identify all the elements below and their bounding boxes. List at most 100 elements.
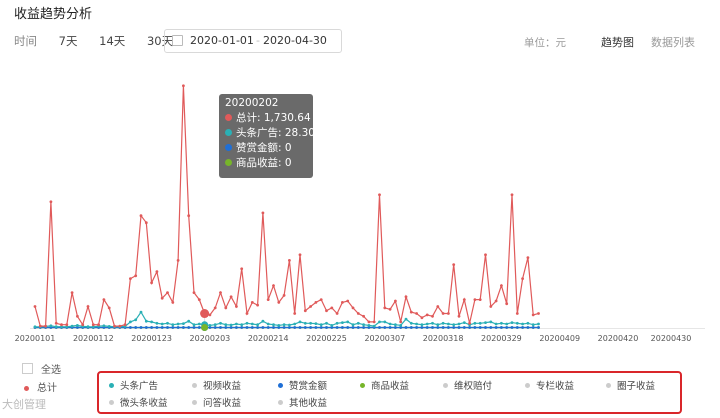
data-point — [468, 326, 471, 329]
legend-total[interactable]: 总计 — [24, 379, 57, 394]
series-dot-icon — [225, 144, 232, 151]
legend-item[interactable]: 圈子收益 — [606, 378, 655, 392]
data-point — [102, 298, 106, 301]
data-point — [457, 326, 461, 329]
legend-item[interactable]: 其他收益 — [278, 395, 327, 409]
data-point — [362, 314, 365, 318]
data-point — [330, 326, 334, 329]
data-point — [515, 321, 519, 325]
legend-dot-icon — [278, 400, 283, 405]
data-point — [505, 326, 509, 329]
data-point — [372, 324, 376, 328]
data-point — [526, 326, 530, 329]
legend-item[interactable]: 专栏收益 — [525, 378, 574, 392]
data-point — [462, 326, 466, 329]
data-point — [256, 323, 259, 327]
data-point — [500, 321, 503, 325]
data-point — [150, 326, 154, 329]
data-point — [510, 326, 514, 329]
data-point — [431, 326, 434, 329]
data-point — [447, 326, 450, 329]
series-legend: 头条广告 视频收益 赞赏金额 商品收益 维权赔付 专栏收益 圈子收益微头条收益 问答收益 其他收… — [97, 371, 682, 414]
legend-item[interactable]: 微头条收益 — [109, 395, 168, 409]
data-point — [505, 302, 509, 306]
data-point — [277, 324, 281, 327]
filter-7-days-button[interactable]: 7天 — [58, 34, 78, 48]
x-tick-label: 20200420 — [598, 334, 639, 343]
select-all-checkbox[interactable]: 全选 — [22, 361, 61, 376]
data-point — [484, 326, 487, 329]
data-point — [113, 324, 116, 328]
data-point — [309, 305, 312, 308]
data-point — [171, 326, 175, 329]
data-point — [118, 324, 122, 328]
data-point — [303, 321, 307, 325]
data-point — [346, 320, 350, 324]
data-point — [282, 294, 286, 297]
data-point — [425, 326, 429, 329]
data-point — [473, 298, 477, 301]
data-point — [362, 326, 365, 329]
start-date[interactable]: 2020-01-01 — [190, 34, 254, 47]
data-point — [54, 321, 58, 325]
data-point — [44, 324, 47, 328]
data-list-tab[interactable]: 数据列表 — [651, 36, 695, 49]
data-point — [70, 324, 74, 328]
data-point — [139, 214, 143, 218]
data-point — [250, 301, 254, 304]
data-point — [219, 291, 222, 294]
data-point — [33, 305, 37, 308]
date-range-picker[interactable]: 2020-01-01 - 2020-04-30 — [164, 29, 342, 53]
filter-30-days-button[interactable]: 30天 — [146, 34, 174, 48]
x-tick-label: 20200101 — [15, 334, 56, 343]
legend-item[interactable]: 问答收益 — [192, 395, 241, 409]
data-point — [489, 305, 493, 308]
data-point — [447, 312, 450, 315]
data-point — [309, 326, 312, 329]
data-point — [293, 312, 297, 315]
series-dot-icon — [225, 114, 232, 121]
data-point — [457, 314, 461, 318]
data-point — [404, 326, 408, 329]
data-point — [356, 321, 360, 325]
legend-dot-icon — [192, 400, 197, 405]
data-point — [415, 326, 418, 329]
legend-item[interactable]: 头条广告 — [109, 378, 158, 392]
data-point — [266, 322, 270, 326]
data-point — [33, 325, 37, 329]
data-point — [515, 312, 519, 315]
data-point — [97, 323, 100, 327]
legend-item[interactable]: 维权赔付 — [443, 378, 492, 392]
data-point — [155, 326, 159, 329]
data-point — [208, 324, 212, 327]
data-point — [213, 326, 217, 329]
data-point — [86, 325, 90, 329]
data-point — [415, 312, 418, 315]
data-point — [129, 326, 132, 329]
data-point — [208, 313, 212, 317]
data-point — [510, 321, 514, 324]
data-point — [235, 305, 238, 308]
data-point — [378, 320, 381, 324]
filter-14-days-button[interactable]: 14天 — [99, 34, 126, 48]
series-dot-icon — [225, 129, 232, 136]
legend-label: 视频收益 — [203, 381, 242, 392]
data-point — [160, 326, 164, 329]
data-point — [388, 326, 392, 329]
legend-item[interactable]: 商品收益 — [360, 378, 409, 392]
data-point — [330, 324, 334, 327]
end-date[interactable]: 2020-04-30 — [263, 34, 327, 47]
data-point — [134, 274, 138, 278]
legend-item[interactable]: 视频收益 — [192, 378, 241, 392]
data-point — [351, 306, 355, 310]
data-point — [261, 326, 265, 329]
data-point — [404, 295, 408, 299]
data-point — [378, 326, 381, 329]
data-point — [240, 326, 244, 329]
legend-item[interactable]: 赞赏金额 — [278, 378, 327, 392]
data-point — [245, 321, 249, 325]
tooltip-row-total: 总计: 1,730.64 — [225, 111, 311, 126]
data-point — [500, 326, 503, 329]
legend-label: 赞赏金额 — [289, 381, 328, 392]
trend-chart-tab[interactable]: 趋势图 — [601, 36, 634, 49]
